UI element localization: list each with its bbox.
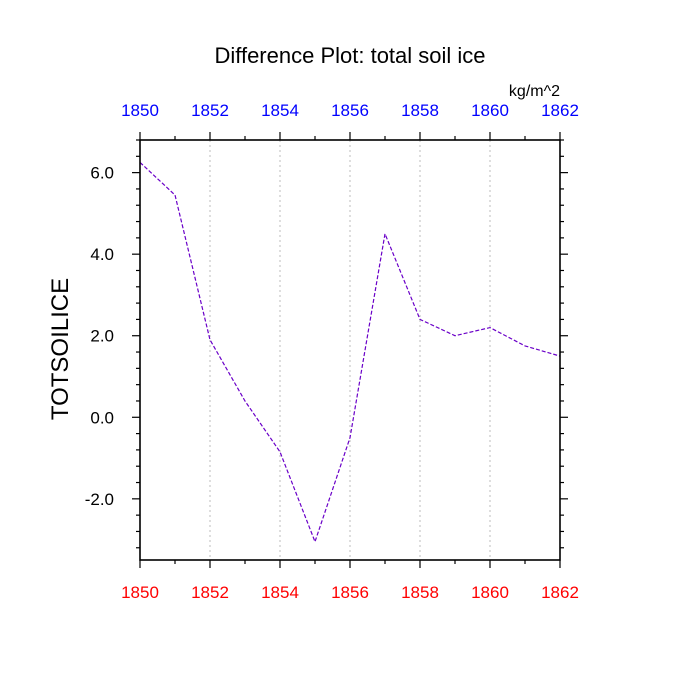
x-tick-label-top-1850: 1850 bbox=[121, 101, 159, 120]
y-axis-title: TOTSOILICE bbox=[47, 278, 74, 420]
x-tick-label-top-1860: 1860 bbox=[471, 101, 509, 120]
x-tick-label-top-1856: 1856 bbox=[331, 101, 369, 120]
x-tick-label-top-1858: 1858 bbox=[401, 101, 439, 120]
x-tick-label-top-1854: 1854 bbox=[261, 101, 299, 120]
x-tick-label-bottom-1854: 1854 bbox=[261, 583, 299, 602]
x-tick-label-top-1852: 1852 bbox=[191, 101, 229, 120]
x-tick-label-bottom-1852: 1852 bbox=[191, 583, 229, 602]
x-tick-label-bottom-1856: 1856 bbox=[331, 583, 369, 602]
chart-title: Difference Plot: total soil ice bbox=[214, 43, 485, 68]
grid-lines bbox=[209, 140, 491, 560]
axis-ticks bbox=[132, 132, 568, 568]
y-tick-label--2: -2.0 bbox=[85, 490, 114, 509]
x-tick-label-bottom-1862: 1862 bbox=[541, 583, 579, 602]
series-line-0 bbox=[139, 161, 561, 544]
x-tick-label-bottom-1860: 1860 bbox=[471, 583, 509, 602]
y-tick-label-0: 0.0 bbox=[90, 408, 114, 427]
tick-labels: 1850 1850 1852 1852 1854 1854 1856 1856 1858 1858… bbox=[85, 101, 579, 602]
x-tick-label-top-1862: 1862 bbox=[541, 101, 579, 120]
x-tick-label-bottom-1850: 1850 bbox=[121, 583, 159, 602]
units-label: kg/m^2 bbox=[509, 83, 560, 100]
y-tick-label-6: 6.0 bbox=[90, 164, 114, 183]
data-series bbox=[139, 161, 561, 544]
x-tick-label-bottom-1858: 1858 bbox=[401, 583, 439, 602]
y-tick-label-2: 2.0 bbox=[90, 327, 114, 346]
y-tick-label-4: 4.0 bbox=[90, 245, 114, 264]
